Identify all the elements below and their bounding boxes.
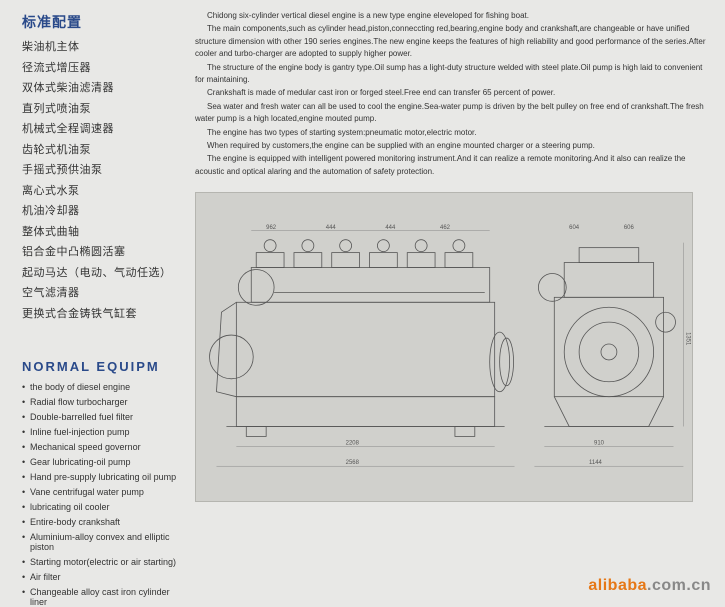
en-list: the body of diesel engine Radial flow tur… (22, 382, 185, 607)
svg-text:1144: 1144 (589, 460, 602, 466)
cn-list-item: 双体式柴油滤清器 (22, 79, 185, 95)
cn-list: 柴油机主体径流式增压器双体式柴油滤清器直列式喷油泵机械式全程调速器齿轮式机油泵手… (22, 38, 185, 321)
dim-label: 962 (266, 225, 277, 231)
en-list-item: Inline fuel-injection pump (22, 427, 185, 437)
description-line: Chidong six-cylinder vertical diesel eng… (195, 10, 707, 22)
cn-list-item: 离心式水泵 (22, 182, 185, 198)
en-list-item: Mechanical speed governor (22, 442, 185, 452)
en-list-item: Starting motor(electric or air starting) (22, 557, 185, 567)
svg-text:1351: 1351 (684, 332, 690, 346)
en-list-item: Radial flow turbocharger (22, 397, 185, 407)
engine-diagram: 962 444 444 462 2208 2568 (195, 192, 693, 502)
description-line: The main components,such as cylinder hea… (195, 23, 707, 60)
cn-list-item: 直列式喷油泵 (22, 100, 185, 116)
en-list-item: the body of diesel engine (22, 382, 185, 392)
cn-list-item: 齿轮式机油泵 (22, 141, 185, 157)
cn-list-item: 径流式增压器 (22, 59, 185, 75)
cn-list-item: 更换式合金铸铁气缸套 (22, 305, 185, 321)
description-line: The engine has two types of starting sys… (195, 127, 707, 139)
cn-list-item: 机油冷却器 (22, 202, 185, 218)
cn-list-item: 起动马达（电动、气动任选） (22, 264, 185, 280)
cn-list-item: 机械式全程调速器 (22, 120, 185, 136)
left-column: 标准配置 柴油机主体径流式增压器双体式柴油滤清器直列式喷油泵机械式全程调速器齿轮… (0, 0, 195, 601)
description-line: The structure of the engine body is gant… (195, 62, 707, 87)
description-line: When required by customers,the engine ca… (195, 140, 707, 152)
cn-list-item: 手摇式预供油泵 (22, 161, 185, 177)
technical-drawing-svg: 962 444 444 462 2208 2568 (196, 193, 692, 501)
svg-text:606: 606 (624, 225, 635, 231)
watermark-brand: alibaba (588, 577, 647, 594)
en-list-item: Hand pre-supply lubricating oil pump (22, 472, 185, 482)
svg-text:444: 444 (326, 225, 337, 231)
cn-list-item: 空气滤清器 (22, 284, 185, 300)
en-list-item: lubricating oil cooler (22, 502, 185, 512)
cn-heading: 标准配置 (22, 12, 185, 32)
cn-list-item: 整体式曲轴 (22, 223, 185, 239)
en-heading: NORMAL EQUIPM (22, 359, 185, 374)
description-line: Crankshaft is made of medular cast iron … (195, 87, 707, 99)
description-paragraphs: Chidong six-cylinder vertical diesel eng… (195, 10, 707, 178)
svg-text:2568: 2568 (346, 460, 360, 466)
cn-list-item: 柴油机主体 (22, 38, 185, 54)
description-line: The engine is equipped with intelligent … (195, 153, 707, 178)
watermark: alibaba.com.cn (588, 577, 711, 595)
watermark-domain: .com.cn (647, 577, 711, 594)
en-list-item: Vane centrifugal water pump (22, 487, 185, 497)
en-list-item: Changeable alloy cast iron cylinder line… (22, 587, 185, 607)
description-line: Sea water and fresh water can all be use… (195, 101, 707, 126)
en-list-item: Entire-body crankshaft (22, 517, 185, 527)
svg-text:444: 444 (385, 225, 396, 231)
right-column: Chidong six-cylinder vertical diesel eng… (195, 0, 725, 601)
en-list-item: Aluminium-alloy convex and elliptic pist… (22, 532, 185, 552)
svg-text:604: 604 (569, 225, 580, 231)
en-list-item: Gear lubricating-oil pump (22, 457, 185, 467)
svg-text:910: 910 (594, 440, 605, 446)
svg-text:462: 462 (440, 225, 451, 231)
cn-list-item: 铝合金中凸椭圆活塞 (22, 243, 185, 259)
en-list-item: Double-barrelled fuel filter (22, 412, 185, 422)
en-list-item: Air filter (22, 572, 185, 582)
svg-text:2208: 2208 (346, 440, 360, 446)
